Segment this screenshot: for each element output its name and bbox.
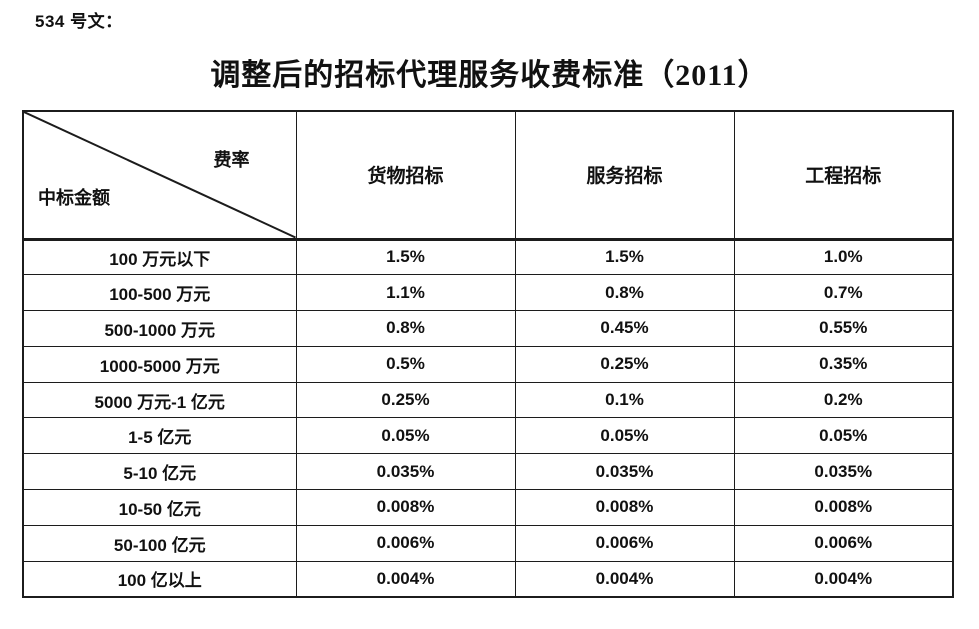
- row-label: 500-1000 万元: [22, 310, 297, 347]
- fee-value: 0.004%: [295, 560, 516, 598]
- header-row: 费率 中标金额 货物招标 服务招标 工程招标: [22, 110, 954, 241]
- column-header-goods: 货物招标: [295, 110, 516, 241]
- row-label: 50-100 亿元: [22, 524, 297, 562]
- fee-value: 1.5%: [295, 238, 516, 276]
- row-label: 1-5 亿元: [22, 417, 297, 455]
- fee-value: 0.008%: [295, 489, 516, 526]
- fee-value: 0.8%: [514, 274, 735, 312]
- fee-value: 0.008%: [733, 489, 954, 526]
- fee-table-container: 费率 中标金额 货物招标 服务招标 工程招标 100 万元以下 1.5% 1.5…: [22, 110, 954, 598]
- fee-value: 0.8%: [295, 310, 516, 347]
- table-row: 10-50 亿元 0.008% 0.008% 0.008%: [22, 489, 954, 526]
- table-row: 1000-5000 万元 0.5% 0.25% 0.35%: [22, 345, 954, 383]
- corner-header-cell: 费率 中标金额: [22, 110, 297, 241]
- fee-value: 1.1%: [295, 274, 516, 312]
- column-header-services: 服务招标: [514, 110, 735, 241]
- corner-label-amount: 中标金额: [38, 187, 110, 208]
- row-label: 5-10 亿元: [22, 453, 297, 491]
- table-row: 50-100 亿元 0.006% 0.006% 0.006%: [22, 524, 954, 562]
- fee-value: 0.7%: [733, 274, 954, 312]
- row-label: 10-50 亿元: [22, 489, 297, 526]
- table-row: 5-10 亿元 0.035% 0.035% 0.035%: [22, 453, 954, 491]
- table-row: 1-5 亿元 0.05% 0.05% 0.05%: [22, 417, 954, 455]
- fee-value: 0.1%: [514, 381, 735, 419]
- fee-value: 0.45%: [514, 310, 735, 347]
- fee-value: 1.0%: [733, 238, 954, 276]
- fee-value: 0.035%: [733, 453, 954, 491]
- row-label: 100 万元以下: [22, 238, 297, 276]
- table-row: 100 万元以下 1.5% 1.5% 1.0%: [22, 238, 954, 276]
- table-row: 100-500 万元 1.1% 0.8% 0.7%: [22, 274, 954, 312]
- table-row: 500-1000 万元 0.8% 0.45% 0.55%: [22, 310, 954, 347]
- fee-value: 0.35%: [733, 345, 954, 383]
- row-label: 100 亿以上: [22, 560, 297, 598]
- doc-number: 534 号文：: [35, 12, 123, 31]
- fee-table: 费率 中标金额 货物招标 服务招标 工程招标 100 万元以下 1.5% 1.5…: [22, 110, 954, 598]
- fee-value: 0.05%: [514, 417, 735, 455]
- fee-value: 1.5%: [514, 238, 735, 276]
- fee-value: 0.25%: [514, 345, 735, 383]
- fee-value: 0.006%: [295, 524, 516, 562]
- fee-value: 0.25%: [295, 381, 516, 419]
- table-row: 5000 万元-1 亿元 0.25% 0.1% 0.2%: [22, 381, 954, 419]
- fee-value: 0.004%: [733, 560, 954, 598]
- diagonal-divider-icon: [24, 112, 296, 238]
- page-title: 调整后的招标代理服务收费标准（2011）: [210, 59, 769, 92]
- table-row: 100 亿以上 0.004% 0.004% 0.004%: [22, 560, 954, 598]
- row-label: 100-500 万元: [22, 274, 297, 312]
- corner-label-rate: 费率: [213, 150, 250, 170]
- fee-value: 0.05%: [733, 417, 954, 455]
- row-label: 1000-5000 万元: [22, 345, 297, 383]
- fee-value: 0.05%: [295, 417, 516, 455]
- fee-value: 0.035%: [295, 453, 516, 491]
- fee-value: 0.035%: [514, 453, 735, 491]
- column-header-works: 工程招标: [733, 110, 954, 241]
- fee-value: 0.006%: [733, 524, 954, 562]
- fee-value: 0.55%: [733, 310, 954, 347]
- row-label: 5000 万元-1 亿元: [22, 381, 297, 419]
- fee-value: 0.5%: [295, 345, 516, 383]
- fee-value: 0.008%: [514, 489, 735, 526]
- fee-value: 0.004%: [514, 560, 735, 598]
- fee-value: 0.006%: [514, 524, 735, 562]
- fee-value: 0.2%: [733, 381, 954, 419]
